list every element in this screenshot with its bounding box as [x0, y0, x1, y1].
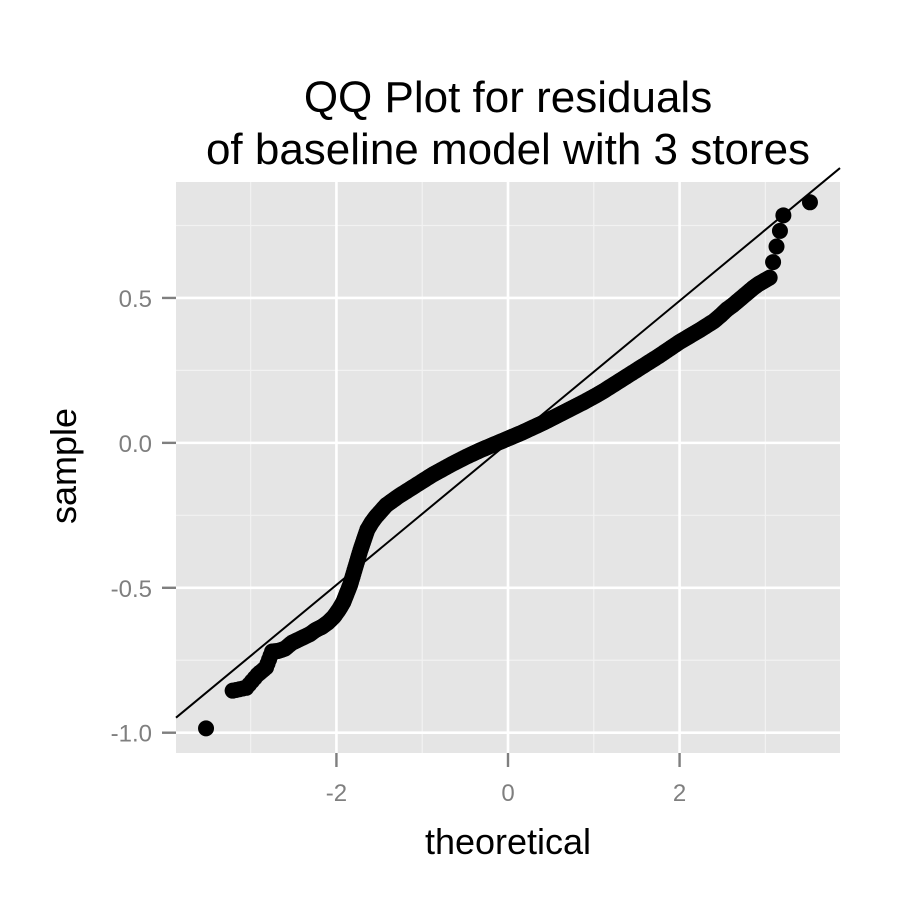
sample-point	[801, 194, 818, 211]
sample-point	[198, 720, 215, 737]
sample-point	[765, 254, 782, 271]
x-axis-title: theoretical	[425, 821, 591, 862]
sample-point	[768, 238, 785, 255]
axis-ticks: -2 0 2 -1.0 -0.5 0.0 0.5	[111, 286, 687, 807]
reference-line	[175, 167, 841, 719]
y-axis-title: sample	[43, 408, 84, 524]
y-tick-label: 0.0	[119, 431, 152, 458]
sample-point	[771, 222, 788, 239]
x-tick-label: 2	[673, 780, 686, 807]
y-tick-label: 0.5	[119, 286, 152, 313]
x-tick-label: -2	[326, 780, 347, 807]
x-tick-label: 0	[501, 780, 514, 807]
sample-point	[760, 270, 777, 287]
y-tick-label: -0.5	[111, 576, 152, 603]
chart-title-line-1: QQ Plot for residuals	[304, 73, 712, 122]
sample-points	[198, 194, 818, 737]
chart-title-line-2: of baseline model with 3 stores	[206, 125, 810, 174]
y-tick-label: -1.0	[111, 721, 152, 748]
